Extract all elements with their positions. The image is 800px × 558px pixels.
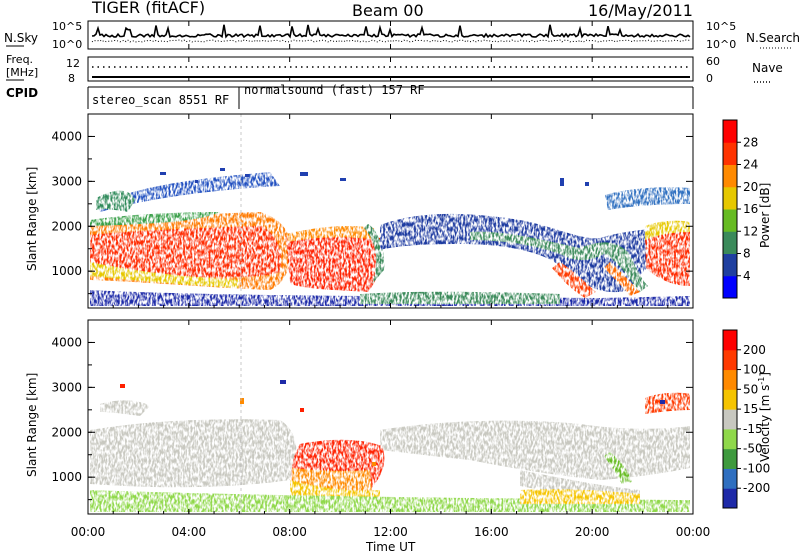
cpid-segment-2: normalsound (fast) 157 RF bbox=[244, 83, 425, 97]
nave-right-tick-bottom: 0 bbox=[706, 72, 713, 85]
colorbar-tick-label: 50 bbox=[743, 382, 758, 396]
nave-label: Nave bbox=[752, 61, 783, 75]
colorbar-swatch bbox=[723, 231, 737, 254]
y-tick-label: 1000 bbox=[51, 470, 82, 484]
colorbar-swatch bbox=[723, 369, 737, 390]
y-tick-label: 4000 bbox=[51, 335, 82, 349]
freq-label: Freq. bbox=[6, 53, 33, 66]
colorbar-swatch bbox=[723, 349, 737, 371]
power-data-blobs bbox=[90, 172, 690, 306]
colorbar-tick-label: 28 bbox=[743, 135, 758, 149]
velocity-data-blobs bbox=[90, 392, 690, 512]
x-tick-label: 16:00 bbox=[474, 525, 509, 539]
colorbar-swatch bbox=[723, 142, 737, 165]
y-tick-label: 1000 bbox=[51, 264, 82, 278]
y-tick-label: 2000 bbox=[51, 425, 82, 439]
colorbar-tick-label: -200 bbox=[743, 481, 770, 495]
colorbar-tick-label: 12 bbox=[743, 224, 758, 238]
freq-left-tick-bottom: 8 bbox=[68, 72, 75, 85]
frequency-panel: Freq. [MHz] 12 8 60 0 Nave bbox=[6, 53, 783, 85]
power-panel: Slant Range [km] 1000 2000 3000 4000 bbox=[25, 113, 694, 309]
colorbar-swatch bbox=[723, 488, 737, 509]
x-tick-label: 20:00 bbox=[575, 525, 610, 539]
noise-sky-line bbox=[91, 24, 691, 39]
y-tick-label: 3000 bbox=[51, 174, 82, 188]
colorbar-swatch bbox=[723, 120, 737, 143]
power-colorbar-label: Power [dB] bbox=[758, 183, 772, 248]
velocity-scatter bbox=[120, 380, 665, 466]
y-tick-label: 4000 bbox=[51, 129, 82, 143]
x-tick-label: 04:00 bbox=[172, 525, 207, 539]
cpid-label: CPID bbox=[6, 86, 38, 100]
colorbar-tick-label: 8 bbox=[743, 247, 751, 261]
colorbar-tick-label: -15 bbox=[743, 422, 763, 436]
y-tick-label: 3000 bbox=[51, 380, 82, 394]
y-tick-label: 2000 bbox=[51, 219, 82, 233]
colorbar-swatch bbox=[723, 409, 737, 430]
colorbar-swatch bbox=[723, 275, 737, 299]
colorbar-swatch bbox=[723, 330, 737, 351]
beam-label: Beam 00 bbox=[352, 1, 424, 20]
colorbar-swatch bbox=[723, 186, 737, 210]
velocity-panel: Slant Range [km] 1000 2000 3000 4000 bbox=[25, 319, 694, 515]
cpid-panel: CPID stereo_scan 8551 RF normalsound (fa… bbox=[6, 83, 694, 109]
noise-left-tick-bottom: 10^0 bbox=[52, 38, 82, 51]
freq-left-tick-top: 12 bbox=[66, 57, 80, 70]
velocity-ylabel: Slant Range [km] bbox=[25, 373, 39, 477]
power-scatter bbox=[160, 168, 589, 186]
noise-search-line bbox=[91, 39, 691, 43]
colorbar-swatch bbox=[723, 428, 737, 450]
x-tick-label: 00:00 bbox=[71, 525, 106, 539]
colorbar-tick-label: -50 bbox=[743, 442, 763, 456]
colorbar-tick-label: 20 bbox=[743, 180, 758, 194]
colorbar-swatch bbox=[723, 253, 737, 277]
colorbar-tick-label: 15 bbox=[743, 402, 758, 416]
cpid-segment-1: stereo_scan 8551 RF bbox=[92, 93, 229, 107]
nave-right-tick-top: 60 bbox=[706, 55, 720, 68]
noise-panel: N.Sky 10^5 10^0 10^5 10^0 N.Search bbox=[4, 20, 800, 51]
colorbar-swatch bbox=[723, 164, 737, 188]
x-axis-label: Time UT bbox=[365, 540, 416, 554]
noise-right-tick-top: 10^5 bbox=[706, 20, 736, 33]
power-colorbar: 4 8 12 16 20 24 28 bbox=[722, 119, 758, 299]
noise-left-tick-top: 10^5 bbox=[52, 20, 82, 33]
x-tick-label: 12:00 bbox=[373, 525, 408, 539]
power-ylabel: Slant Range [km] bbox=[25, 167, 39, 271]
nsky-label: N.Sky bbox=[4, 31, 38, 45]
colorbar-tick-label: 100 bbox=[743, 363, 766, 377]
radar-title: TIGER (fitACF) bbox=[91, 0, 205, 17]
velocity-colorbar: 200 100 50 15 -15 -50 -100 -200 bbox=[722, 329, 770, 509]
colorbar-swatch bbox=[723, 389, 737, 410]
colorbar-tick-label: 200 bbox=[743, 343, 766, 357]
colorbar-swatch bbox=[723, 468, 737, 489]
colorbar-swatch bbox=[723, 209, 737, 232]
x-tick-label: 00:00 bbox=[676, 525, 711, 539]
velocity-colorbar-label: Velocity [m s-1] bbox=[757, 372, 772, 462]
colorbar-tick-label: 24 bbox=[743, 158, 758, 172]
colorbar-tick-label: 4 bbox=[743, 269, 751, 283]
colorbar-tick-label: 16 bbox=[743, 202, 758, 216]
nsearch-label: N.Search bbox=[746, 31, 800, 45]
colorbar-tick-label: -100 bbox=[743, 461, 770, 475]
colorbar-swatch bbox=[723, 448, 737, 469]
x-tick-label: 08:00 bbox=[272, 525, 307, 539]
date-label: 16/May/2011 bbox=[588, 1, 693, 20]
noise-right-tick-bottom: 10^0 bbox=[706, 38, 736, 51]
freq-unit-label: [MHz] bbox=[6, 66, 38, 79]
x-axis: 00:00 04:00 08:00 12:00 16:00 20:00 00:00 bbox=[71, 21, 711, 539]
